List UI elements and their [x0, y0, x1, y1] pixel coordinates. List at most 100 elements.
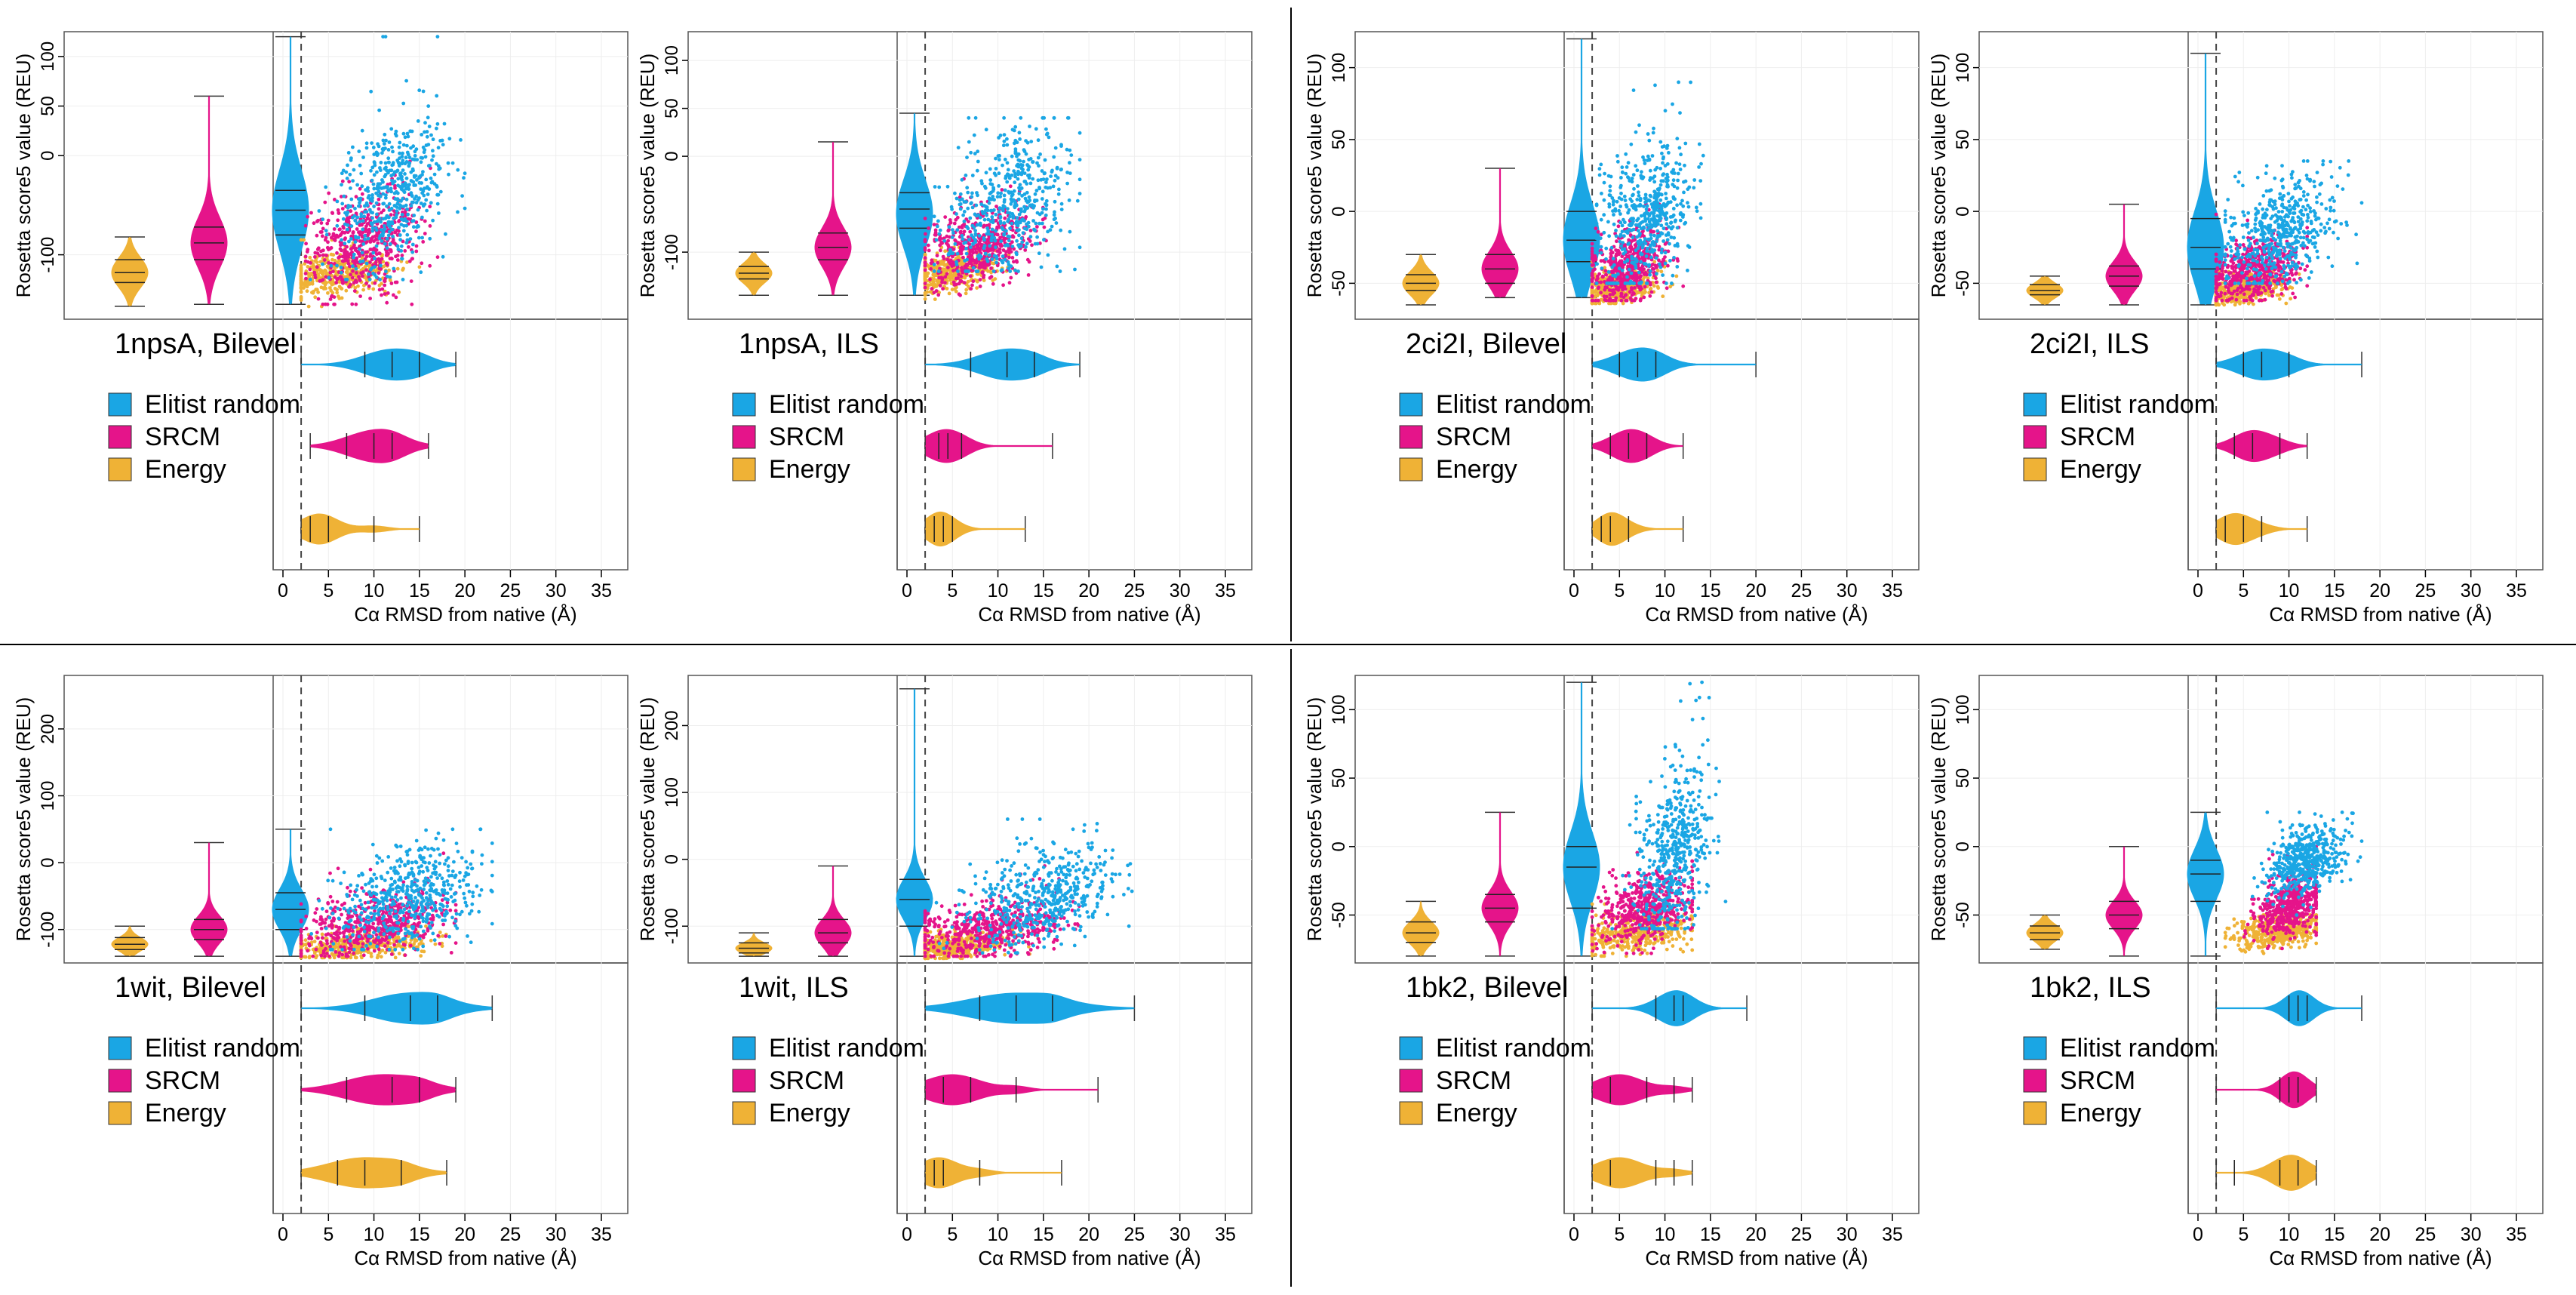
legend-item-energy: Energy: [1399, 455, 1517, 484]
y-tick-label: 50: [662, 98, 682, 118]
scatter-point-elitist: [992, 254, 997, 258]
x-tick-label: 25: [2415, 580, 2436, 601]
scatter-point-energy: [923, 297, 927, 301]
scatter-point-elitist: [1648, 269, 1652, 273]
x-tick-label: 20: [1078, 580, 1099, 601]
scatter-point-srcm: [377, 271, 381, 275]
scatter-point-srcm: [303, 272, 308, 275]
scatter-point-srcm: [393, 230, 398, 235]
scatter-point-elitist: [447, 137, 452, 141]
scatter-point-elitist: [1073, 267, 1077, 272]
scatter-point-energy: [333, 266, 337, 270]
scatter-point-elitist: [938, 228, 942, 232]
scatter-point-elitist: [1648, 178, 1652, 183]
scatter-point-elitist: [1665, 238, 1670, 242]
scatter-point-elitist: [1620, 268, 1625, 272]
scatter-point-elitist: [1044, 213, 1048, 217]
scatter-point-srcm: [304, 241, 308, 246]
scatter-point-elitist: [990, 257, 994, 261]
scatter-point-elitist: [1687, 185, 1692, 189]
scatter-point-elitist: [386, 233, 391, 238]
scatter-point-srcm: [340, 248, 343, 253]
legend-item-srcm: SRCM: [732, 423, 844, 451]
scatter-point-elitist: [404, 220, 409, 223]
scatter-point-elitist: [1044, 198, 1049, 203]
scatter-point-srcm: [376, 241, 380, 245]
scatter-point-srcm: [337, 255, 342, 259]
legend-item-srcm: SRCM: [2023, 423, 2135, 451]
scatter-point-elitist: [953, 191, 957, 195]
scatter-point-elitist: [435, 122, 440, 126]
scatter-point-elitist: [1603, 171, 1606, 176]
scatter-point-elitist: [372, 186, 377, 191]
scatter-point-srcm: [1675, 257, 1680, 261]
scatter-point-srcm: [337, 211, 341, 215]
scatter-point-elitist: [421, 170, 425, 174]
scatter-point-elitist: [1017, 233, 1021, 238]
scatter-point-elitist: [1602, 180, 1606, 185]
scatter-point-srcm: [998, 247, 1002, 251]
scatter-point-elitist: [400, 257, 404, 261]
scatter-point-srcm: [325, 302, 330, 306]
scatter-point-elitist: [1045, 177, 1049, 181]
scatter-point-elitist: [1020, 240, 1024, 245]
scatter-point-elitist: [958, 202, 963, 206]
x-tick-label: 10: [2279, 580, 2300, 601]
x-tick-label: 30: [1170, 580, 1191, 601]
scatter-point-srcm: [370, 248, 374, 251]
scatter-point-srcm: [1028, 229, 1033, 232]
scatter-point-elitist: [1625, 165, 1629, 169]
scatter-point-elitist: [976, 269, 980, 273]
x-axis-label: Cα RMSD from native (Å): [354, 603, 576, 626]
scatter-point-elitist: [1015, 216, 1019, 220]
legend-swatch-energy: [2023, 457, 2047, 481]
scatter-point-srcm: [355, 227, 359, 231]
x-tick-label: 15: [2324, 580, 2345, 601]
scatter-point-srcm: [1603, 269, 1608, 273]
scatter-point-srcm: [1654, 280, 1658, 285]
scatter-point-srcm: [351, 269, 355, 273]
scatter-point-elitist: [1053, 217, 1057, 220]
scatter-point-srcm: [386, 263, 389, 267]
x-tick-label: 35: [1215, 580, 1236, 601]
scatter-point-elitist: [965, 186, 970, 190]
scatter-point-srcm: [951, 269, 955, 272]
x-tick-label: 5: [323, 580, 334, 601]
scatter-point-elitist: [1045, 131, 1050, 136]
scatter-point-elitist: [1661, 201, 1666, 206]
scatter-point-elitist: [984, 252, 988, 256]
scatter-point-srcm: [923, 256, 927, 260]
scatter-point-srcm: [343, 236, 347, 241]
x-axis-label: Cα RMSD from native (Å): [1645, 603, 1867, 626]
scatter-point-energy: [1668, 285, 1673, 289]
scatter-point-elitist: [1674, 161, 1678, 165]
scatter-point-elitist: [374, 201, 379, 205]
scatter-point-elitist: [375, 153, 380, 158]
scatter-point-elitist: [1008, 214, 1012, 219]
scatter-point-energy: [344, 288, 349, 293]
scatter-point-elitist: [994, 260, 998, 265]
scatter-point-elitist: [1003, 157, 1007, 161]
scatter-point-elitist: [405, 232, 410, 237]
scatter-point-srcm: [375, 252, 379, 257]
scatter-point-elitist: [958, 192, 963, 196]
scatter-point-srcm: [350, 302, 355, 306]
scatter-point-srcm: [974, 251, 979, 254]
scatter-point-elitist: [1671, 102, 1674, 106]
scatter-point-elitist: [442, 122, 447, 126]
scatter-point-elitist: [1031, 160, 1034, 165]
scatter-point-srcm: [392, 209, 396, 213]
scatter-point-elitist: [1041, 177, 1046, 182]
scatter-point-elitist: [1007, 238, 1011, 243]
scatter-point-srcm: [336, 235, 340, 239]
scatter-point-elitist: [956, 269, 960, 273]
scatter-point-elitist: [970, 174, 975, 177]
scatter-point-srcm: [1624, 298, 1628, 303]
scatter-point-elitist: [1663, 109, 1668, 113]
scatter-point-energy: [380, 281, 383, 286]
scatter-point-srcm: [963, 264, 967, 269]
scatter-point-srcm: [1028, 239, 1032, 243]
legend-swatch-elitist: [2023, 392, 2047, 417]
scatter-point-srcm: [331, 232, 336, 236]
scatter-point-elitist: [377, 236, 382, 241]
